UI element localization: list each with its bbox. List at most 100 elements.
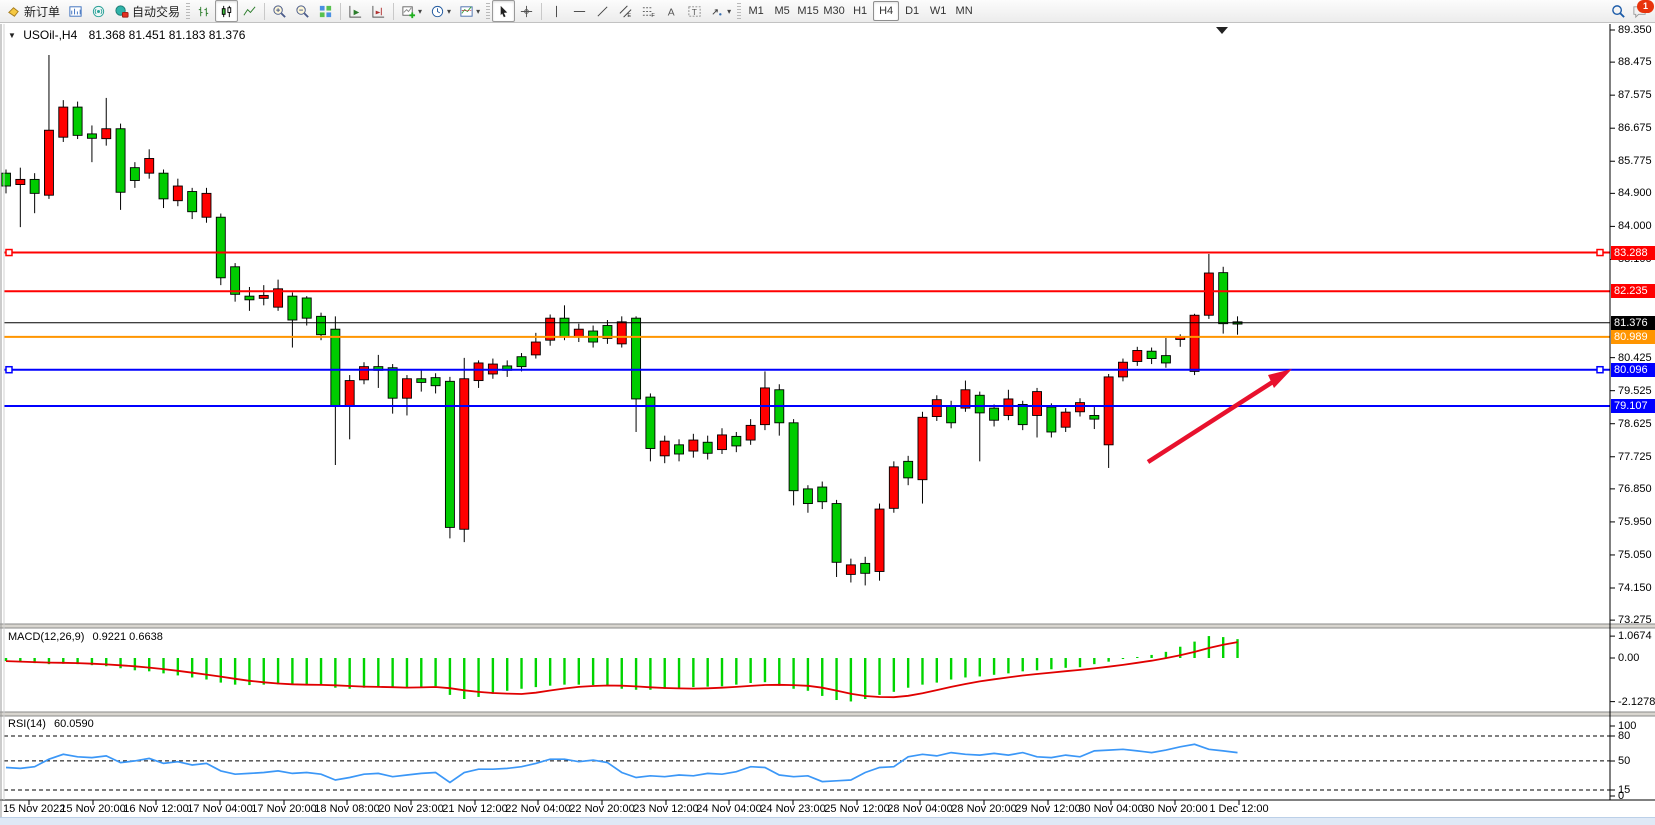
toolbar-grip (737, 2, 742, 20)
text-tool[interactable]: A (660, 0, 683, 22)
text-label-icon: T (688, 5, 701, 16)
add-indicator-button[interactable]: ▾ (397, 0, 426, 22)
rsi-tick-label: 0 (1618, 790, 1625, 802)
dropdown-caret: ▾ (447, 6, 452, 16)
macd-tick-label: 0.00 (1618, 652, 1640, 664)
add-indicator-icon (402, 5, 416, 18)
text-label-tool[interactable]: T (683, 0, 706, 22)
templates-icon (460, 5, 473, 17)
timeframe-button-W1[interactable]: W1 (929, 5, 947, 17)
signals-icon (92, 5, 105, 17)
charts-button[interactable] (64, 0, 87, 22)
notifications-button[interactable]: 1 (1632, 0, 1654, 19)
timeframe-button-MN[interactable]: MN (955, 5, 973, 17)
chart-ohlc-values: 81.368 81.451 81.183 81.376 (88, 28, 246, 42)
price-tick-label: 73.275 (1618, 614, 1652, 627)
signals-button[interactable] (87, 0, 110, 22)
fibonacci-tool[interactable]: F (637, 0, 660, 22)
clock-icon (431, 5, 444, 17)
time-tick-label: 24 Nov 23:00 (760, 803, 826, 815)
price-badge: 80.096 (1611, 362, 1655, 377)
toolbar-separator (264, 2, 266, 20)
auto-trading-icon (115, 4, 129, 18)
time-tick-label: 17 Nov 20:00 (251, 803, 317, 815)
timeframe-button-M1[interactable]: M1 (748, 5, 764, 17)
time-tick-label: 29 Nov 12:00 (1015, 803, 1081, 815)
time-tick-label: 15 Nov 20:00 (60, 803, 126, 815)
line-chart-type-button[interactable] (238, 0, 261, 22)
toolbar-separator (393, 2, 395, 20)
auto-scroll-icon (349, 5, 362, 18)
zoom-in-button[interactable] (268, 0, 291, 22)
timeframe-button-D1[interactable]: D1 (905, 5, 920, 17)
price-tick-label: 74.150 (1618, 581, 1652, 594)
horizontal-line-icon (573, 10, 586, 12)
crosshair-icon (520, 5, 533, 17)
price-badge: 83.288 (1611, 245, 1655, 260)
tile-windows-button[interactable] (314, 0, 337, 22)
arrows-icon (712, 8, 722, 16)
new-order-button[interactable]: 新订单 (2, 0, 64, 22)
channel-tool[interactable]: E (614, 0, 637, 22)
time-tick-label: 28 Nov 04:00 (887, 803, 953, 815)
rsi-indicator-label: RSI(14) 60.0590 (8, 718, 94, 730)
toolbar-grip (486, 2, 491, 20)
ohlc-bars-icon (198, 6, 209, 16)
new-order-label: 新订单 (24, 4, 61, 19)
price-badge: 79.107 (1611, 399, 1655, 414)
zoom-in-icon (273, 4, 286, 18)
price-tick-label: 80.425 (1618, 351, 1652, 364)
time-tick-label: 22 Nov 04:00 (505, 803, 571, 815)
templates-button[interactable]: ▾ (455, 0, 484, 22)
chart-title: ▼ USOil-,H4 81.368 81.451 81.183 81.376 (8, 28, 245, 42)
timeframe-toolbar: M1 M5 M15 M30 H1 H4 D1 W1 MN (743, 1, 977, 21)
auto-scroll-button[interactable] (344, 0, 367, 22)
toolbar-grip (186, 2, 191, 20)
time-tick-label: 24 Nov 04:00 (696, 803, 762, 815)
toolbar-separator (541, 2, 543, 20)
time-tick-label: 18 Nov 08:00 (314, 803, 380, 815)
zoom-out-button[interactable] (291, 0, 314, 22)
rsi-tick-label: 80 (1618, 730, 1631, 742)
price-tick-label: 79.525 (1618, 384, 1652, 397)
fibonacci-icon: F (642, 6, 655, 19)
time-tick-label: 21 Nov 12:00 (442, 803, 508, 815)
toolbar-right-group: 1 (1611, 0, 1655, 19)
price-tick-label: 78.625 (1618, 417, 1652, 430)
candlestick-chart-type-button[interactable] (215, 0, 239, 22)
dropdown-caret: ▾ (727, 6, 732, 16)
auto-trading-button[interactable]: 自动交易 (110, 0, 184, 22)
time-tick-label: 22 Nov 20:00 (569, 803, 635, 815)
toolbar-separator (340, 2, 342, 20)
trendline-icon (597, 5, 608, 17)
rsi-tick-label: 100 (1618, 720, 1637, 732)
macd-tick-label: -2.1278 (1618, 695, 1655, 708)
timeframe-button-H1[interactable]: H1 (853, 5, 868, 17)
vertical-line-tool[interactable] (545, 0, 568, 22)
arrows-tool[interactable]: ▾ (706, 0, 735, 22)
cursor-tool-button[interactable] (492, 0, 516, 22)
svg-text:E: E (627, 13, 631, 19)
new-order-icon (8, 6, 19, 17)
search-icon[interactable] (1611, 4, 1626, 19)
bar-chart-type-button[interactable] (192, 0, 215, 22)
crosshair-tool-button[interactable] (515, 0, 538, 22)
horizontal-line-tool[interactable] (568, 0, 591, 22)
trendline-tool[interactable] (591, 0, 614, 22)
price-tick-label: 77.725 (1618, 450, 1652, 463)
status-strip (0, 817, 1655, 825)
price-tick-label: 84.900 (1618, 187, 1652, 200)
timeframe-button-M30[interactable]: M30 (823, 5, 845, 17)
chart-symbol-period: USOil-,H4 (23, 28, 78, 42)
svg-text:F: F (651, 13, 655, 19)
dropdown-caret: ▾ (476, 6, 481, 16)
timeframe-button-M15[interactable]: M15 (797, 5, 819, 17)
periods-button[interactable]: ▾ (426, 0, 455, 22)
candlesticks-icon (221, 5, 232, 17)
timeframe-button-H4[interactable]: H4 (873, 1, 900, 21)
time-tick-label: 15 Nov 2022 (3, 803, 66, 815)
timeframe-button-M5[interactable]: M5 (774, 5, 790, 17)
chart-shift-button[interactable] (367, 0, 390, 22)
svg-text:T: T (692, 6, 697, 16)
